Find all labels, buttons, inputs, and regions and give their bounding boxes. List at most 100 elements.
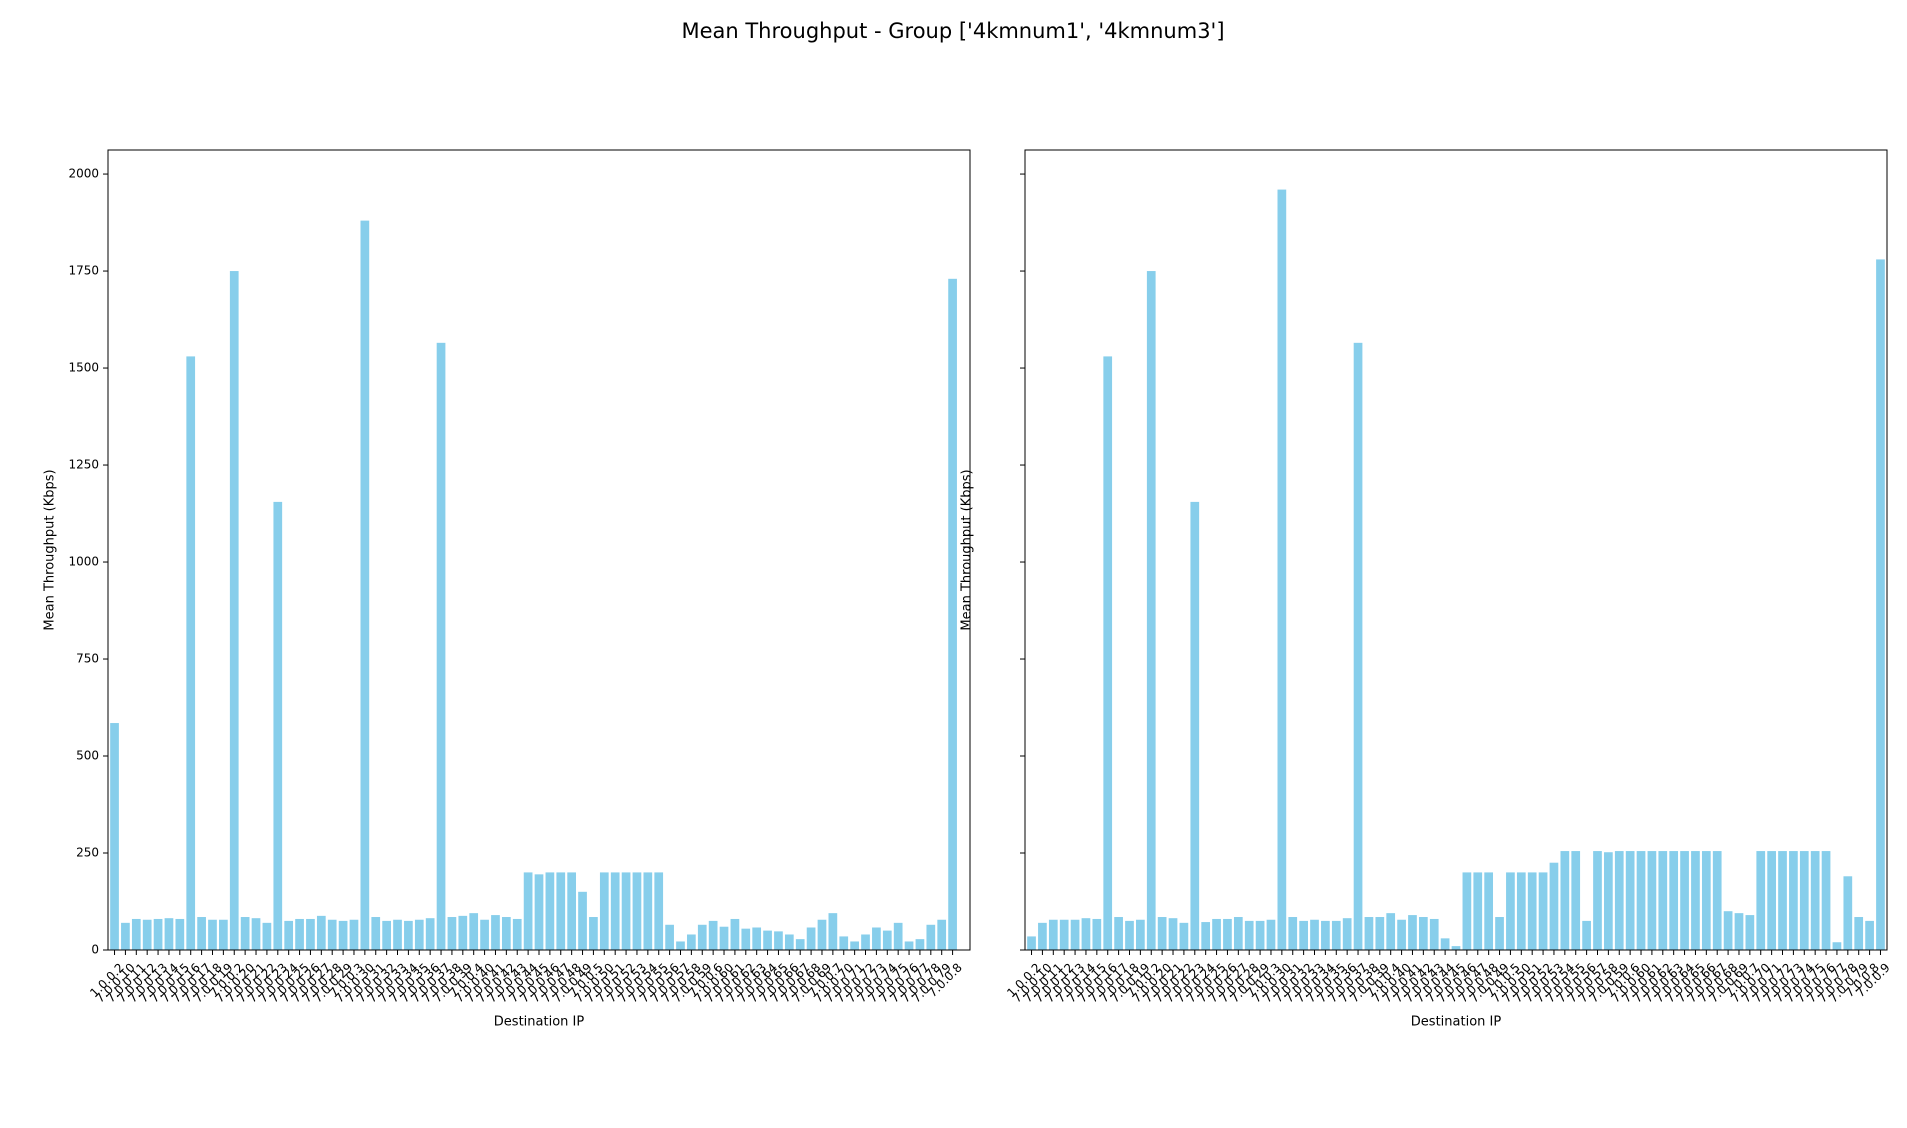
y-axis-label: Mean Throughput (Kbps) [43,469,58,630]
bar [1571,851,1581,950]
bar [338,920,348,950]
bar [719,926,729,950]
bar [1821,851,1831,950]
bar [687,934,696,950]
bar [1223,918,1232,950]
bar [1059,919,1069,950]
bar [1255,920,1265,950]
bar [1277,189,1287,950]
bar [1473,872,1483,950]
bar [1767,851,1776,950]
bar [610,872,620,950]
bar [1593,851,1602,950]
bar [654,872,664,950]
bar [839,936,849,950]
bar [1157,917,1167,950]
bar [828,913,838,950]
bar [197,917,206,950]
bar [556,872,566,950]
bar [1146,271,1156,951]
bar [1560,851,1570,950]
bar [937,919,947,950]
axes-frame [107,149,971,951]
bar [1756,851,1766,950]
bar [393,919,402,950]
bar [501,917,511,950]
bar [817,919,827,950]
bar [349,919,359,950]
bar [850,941,859,950]
bar [153,918,163,950]
bar [1418,917,1428,950]
bar [1092,918,1102,950]
bar [599,872,609,950]
bar [948,278,957,950]
bar [219,919,228,950]
y-axis-label: Mean Throughput (Kbps) [960,469,975,630]
bar [262,922,272,950]
bar [436,342,446,950]
bar [306,918,315,950]
bar [1375,917,1385,950]
x-axis-label: Destination IP [1411,1015,1502,1030]
bar [1527,872,1537,950]
bar [1451,946,1461,950]
bar [316,915,326,950]
bar [1027,936,1036,950]
bar [752,927,762,950]
bar [784,934,794,950]
bar [1070,919,1080,950]
bar [1614,851,1624,950]
bar [1190,501,1200,950]
bar [893,922,903,950]
bar [1288,917,1298,950]
bar [1168,918,1178,950]
bar [1865,920,1874,950]
y-tick-label: 2000 [68,167,99,181]
bar [1691,851,1700,950]
bar [1353,342,1363,950]
bar [1604,852,1613,950]
bar [578,891,587,950]
bar [512,918,522,950]
bar [1136,919,1145,950]
bar [1201,922,1211,950]
x-axis-label: Destination IP [494,1015,585,1030]
bar [1429,918,1439,950]
bar [382,920,391,950]
y-tick-label: 1500 [68,361,99,375]
bar [251,918,261,950]
bar [1506,872,1515,950]
bar [1038,922,1047,950]
bar [295,918,304,950]
bar [545,872,555,950]
bar [1778,851,1787,950]
bar [1386,913,1396,950]
bar [142,919,152,950]
bar [774,931,783,950]
bar [1723,911,1733,950]
bar [175,918,185,950]
bar [1299,920,1308,950]
bar [164,918,174,950]
bar [1266,919,1276,950]
bar [1799,851,1809,950]
bar [1408,915,1417,950]
bar [1233,917,1243,950]
bar [1538,872,1548,950]
bar [447,917,457,950]
y-tick-label: 1750 [68,264,99,278]
bar [1484,872,1494,950]
bar [1244,920,1254,950]
bar [284,920,294,950]
bar [1647,851,1657,950]
bar [1582,920,1591,950]
bar [1843,876,1853,950]
bar [1125,920,1134,950]
bar [371,917,381,950]
bar [1734,913,1744,950]
bar [632,872,642,950]
bar [1462,872,1472,950]
bar [676,941,685,950]
